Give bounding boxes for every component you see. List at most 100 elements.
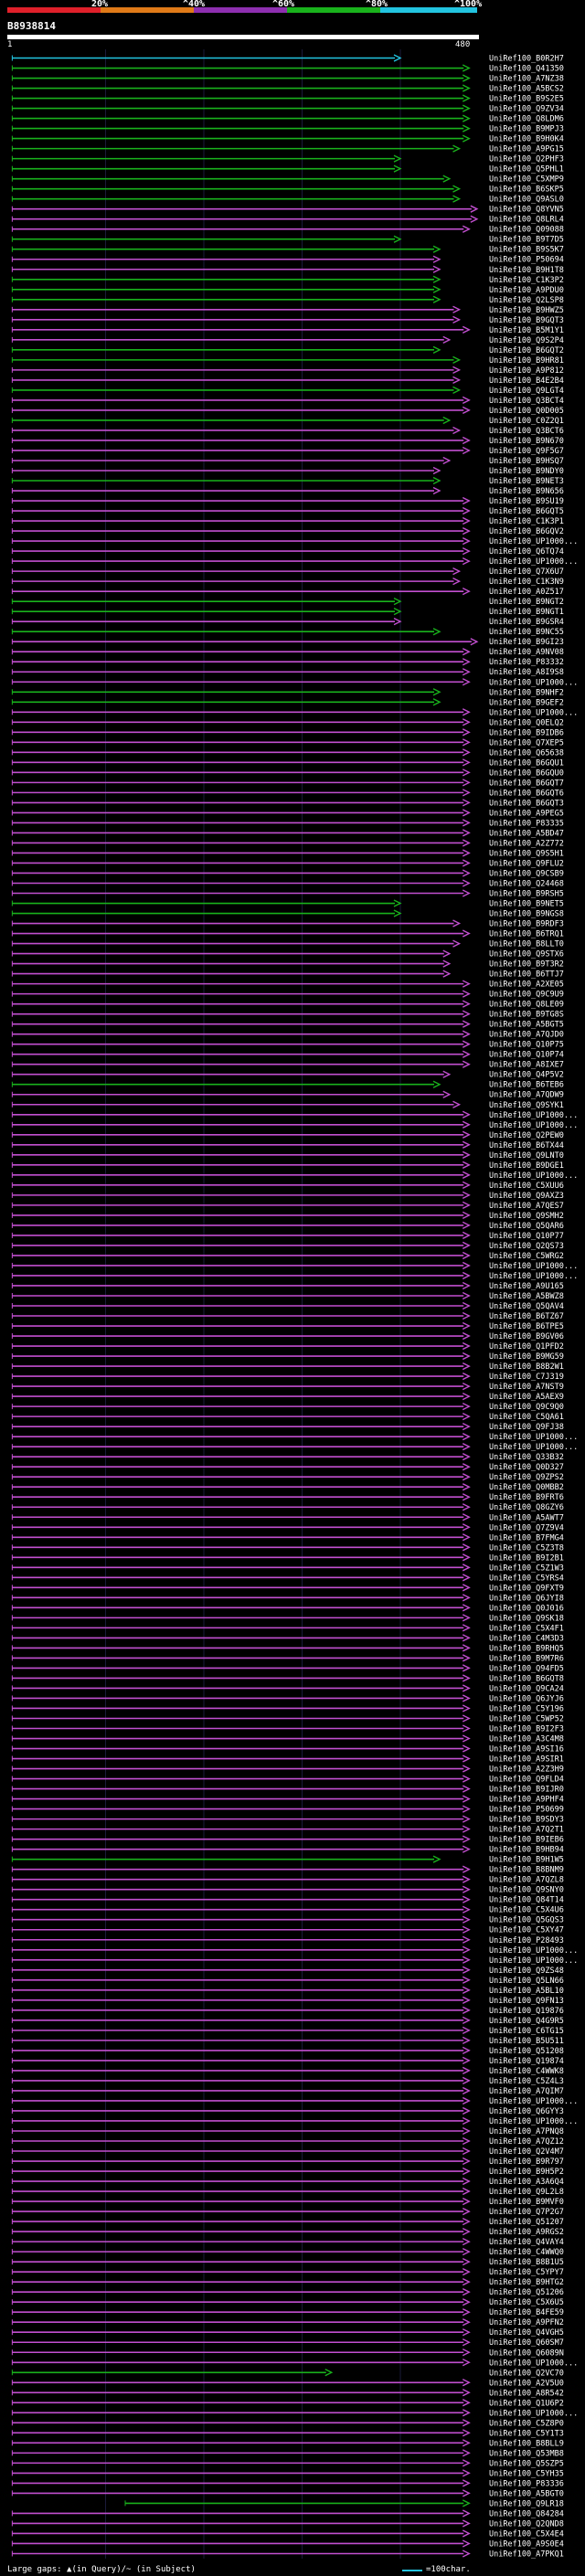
hit-row[interactable]: UniRef100_A2Z3H9 (11, 1765, 564, 1775)
hit-label[interactable]: UniRef100_UP1000... (489, 2097, 578, 2106)
hit-row[interactable]: UniRef100_Q7XEP5 (11, 738, 564, 747)
hit-label[interactable]: UniRef100_C0Z2Q1 (489, 417, 564, 426)
hit-label[interactable]: UniRef100_C5Z1W3 (489, 1564, 564, 1573)
hit-row[interactable]: UniRef100_B4E2B4 (11, 376, 564, 386)
hit-label[interactable]: UniRef100_C5X4U6 (489, 1906, 564, 1915)
hit-row[interactable]: UniRef100_B9S5K7 (11, 245, 564, 255)
hit-label[interactable]: UniRef100_Q2VC70 (489, 2369, 564, 2378)
hit-row[interactable]: UniRef100_Q0D005 (11, 406, 564, 416)
hit-label[interactable]: UniRef100_B8B1U5 (489, 2258, 564, 2267)
hit-label[interactable]: UniRef100_B9IEB6 (489, 1836, 564, 1845)
hit-label[interactable]: UniRef100_A2Z3H9 (489, 1765, 564, 1775)
hit-label[interactable]: UniRef100_B9I2F3 (489, 1725, 564, 1734)
hit-label[interactable]: UniRef100_Q6TQ74 (489, 547, 564, 557)
hit-row[interactable]: UniRef100_Q9FJ38 (11, 1423, 564, 1432)
hit-row[interactable]: UniRef100_P83336 (11, 2479, 564, 2488)
hit-row[interactable]: UniRef100_B9HB94 (11, 1845, 564, 1855)
hit-label[interactable]: UniRef100_A5BGT0 (489, 2489, 564, 2498)
hit-label[interactable]: UniRef100_A9SI16 (489, 1745, 564, 1754)
hit-row[interactable]: UniRef100_B6GQT6 (11, 789, 564, 798)
hit-label[interactable]: UniRef100_C5Y196 (489, 1704, 564, 1713)
hit-label[interactable]: UniRef100_B9SDY3 (489, 1816, 564, 1825)
hit-label[interactable]: UniRef100_C5X6U5 (489, 2298, 564, 2307)
hit-row[interactable]: UniRef100_Q41350 (11, 64, 564, 74)
hit-label[interactable]: UniRef100_Q9SYK1 (489, 1101, 564, 1110)
hit-label[interactable]: UniRef100_A7Q2T1 (489, 1826, 564, 1835)
hit-row[interactable]: UniRef100_A7QDW9 (11, 1090, 564, 1100)
hit-row[interactable]: UniRef100_B9MPJ3 (11, 124, 564, 134)
hit-row[interactable]: UniRef100_B5U511 (11, 2036, 564, 2046)
hit-label[interactable]: UniRef100_UP1000... (489, 1956, 578, 1966)
hit-row[interactable]: UniRef100_Q9FLU2 (11, 859, 564, 868)
hit-row[interactable]: UniRef100_Q8LDM6 (11, 114, 564, 124)
hit-label[interactable]: UniRef100_A5BWZ8 (489, 1292, 564, 1301)
hit-label[interactable]: UniRef100_A9PFN2 (489, 2318, 564, 2327)
hit-label[interactable]: UniRef100_A2XE05 (489, 981, 564, 990)
hit-label[interactable]: UniRef100_B9NDY0 (489, 467, 564, 476)
hit-row[interactable]: UniRef100_Q5QAR6 (11, 1221, 564, 1231)
hit-label[interactable]: UniRef100_B6TRQ1 (489, 930, 564, 939)
hit-row[interactable]: UniRef100_B9R797 (11, 2157, 564, 2167)
hit-label[interactable]: UniRef100_C5Y1T3 (489, 2429, 564, 2438)
hit-label[interactable]: UniRef100_B6GQT2 (489, 346, 564, 355)
hit-label[interactable]: UniRef100_B9T3R2 (489, 960, 564, 970)
hit-label[interactable]: UniRef100_B6TPE5 (489, 1322, 564, 1331)
hit-row[interactable]: UniRef100_B9N656 (11, 486, 564, 496)
hit-row[interactable]: UniRef100_A7NST9 (11, 1382, 564, 1392)
hit-row[interactable]: UniRef100_Q7Z9V4 (11, 1523, 564, 1532)
hit-row[interactable]: UniRef100_Q5GQS3 (11, 1915, 564, 1925)
hit-label[interactable]: UniRef100_B9MVF0 (489, 2198, 564, 2207)
hit-row[interactable]: UniRef100_B9IJR0 (11, 1785, 564, 1795)
hit-label[interactable]: UniRef100_B9GV06 (489, 1332, 564, 1341)
hit-label[interactable]: UniRef100_Q8LDM6 (489, 115, 564, 124)
hit-label[interactable]: UniRef100_Q5QAR6 (489, 1222, 564, 1231)
hit-row[interactable]: UniRef100_C7J319 (11, 1372, 564, 1382)
hit-row[interactable]: UniRef100_Q9LNT0 (11, 1150, 564, 1161)
hit-label[interactable]: UniRef100_Q9FLU2 (489, 859, 564, 868)
hit-label[interactable]: UniRef100_A7PKQ1 (489, 2549, 564, 2559)
hit-row[interactable]: UniRef100_Q9C9U9 (11, 990, 564, 1000)
hit-row[interactable]: UniRef100_B6GQV2 (11, 526, 564, 536)
hit-row[interactable]: UniRef100_B9GEF2 (11, 698, 564, 707)
hit-row[interactable]: UniRef100_A7QZ12 (11, 2136, 564, 2147)
hit-label[interactable]: UniRef100_A7NST9 (489, 1383, 564, 1392)
hit-row[interactable]: UniRef100_Q8GZY6 (11, 1503, 564, 1512)
hit-row[interactable]: UniRef100_Q9FN13 (11, 1996, 564, 2006)
hit-row[interactable]: UniRef100_B6GQU0 (11, 769, 564, 778)
hit-label[interactable]: UniRef100_A9NV08 (489, 648, 564, 657)
hit-label[interactable]: UniRef100_B6GQU0 (489, 769, 564, 778)
hit-row[interactable]: UniRef100_B0R2H7 (11, 54, 564, 64)
hit-row[interactable]: UniRef100_Q6JYJ6 (11, 1694, 564, 1703)
hit-row[interactable]: UniRef100_C5YPY7 (11, 2268, 564, 2277)
hit-row[interactable]: UniRef100_Q8LE09 (11, 1000, 564, 1010)
hit-label[interactable]: UniRef100_B9HWZ5 (489, 306, 564, 315)
hit-row[interactable]: UniRef100_Q9LR18 (124, 2499, 564, 2508)
hit-row[interactable]: UniRef100_C0Z2Q1 (11, 416, 564, 426)
hit-label[interactable]: UniRef100_B9SU19 (489, 497, 564, 506)
hit-row[interactable]: UniRef100_Q2QS73 (11, 1241, 564, 1251)
hit-label[interactable]: UniRef100_B9IDB6 (489, 728, 564, 737)
hit-label[interactable]: UniRef100_C5WP52 (489, 1714, 564, 1723)
hit-row[interactable]: UniRef100_C5Y196 (11, 1704, 564, 1713)
hit-label[interactable]: UniRef100_Q10P74 (489, 1051, 564, 1060)
hit-label[interactable]: UniRef100_UP1000... (489, 1171, 578, 1181)
hit-row[interactable]: UniRef100_Q84284 (11, 2509, 564, 2518)
hit-row[interactable]: UniRef100_A2XE05 (11, 980, 564, 990)
hit-row[interactable]: UniRef100_Q9AXZ3 (11, 1191, 564, 1201)
hit-label[interactable]: UniRef100_B9GQT3 (489, 316, 564, 325)
hit-row[interactable]: UniRef100_Q2PEW0 (11, 1130, 564, 1140)
hit-row[interactable]: UniRef100_A5BWZ8 (11, 1291, 564, 1301)
hit-label[interactable]: UniRef100_A5BD47 (489, 829, 564, 838)
hit-label[interactable]: UniRef100_B5U511 (489, 2037, 564, 2046)
hit-label[interactable]: UniRef100_B9FRT6 (489, 1493, 564, 1502)
hit-row[interactable]: UniRef100_Q2V4M7 (11, 2147, 564, 2157)
hit-label[interactable]: UniRef100_B9NET3 (489, 477, 564, 486)
hit-label[interactable]: UniRef100_C1K3P2 (489, 276, 564, 285)
hit-row[interactable]: UniRef100_A7QZL8 (11, 1875, 564, 1885)
hit-label[interactable]: UniRef100_Q3BCT4 (489, 397, 564, 406)
hit-label[interactable]: UniRef100_Q2QND8 (489, 2519, 564, 2528)
hit-row[interactable]: UniRef100_C5XY47 (11, 1925, 564, 1935)
hit-row[interactable]: UniRef100_C5YRS4 (11, 1574, 564, 1583)
hit-label[interactable]: UniRef100_B8B2W1 (489, 1362, 564, 1372)
hit-row[interactable]: UniRef100_UP1000... (11, 1110, 578, 1120)
